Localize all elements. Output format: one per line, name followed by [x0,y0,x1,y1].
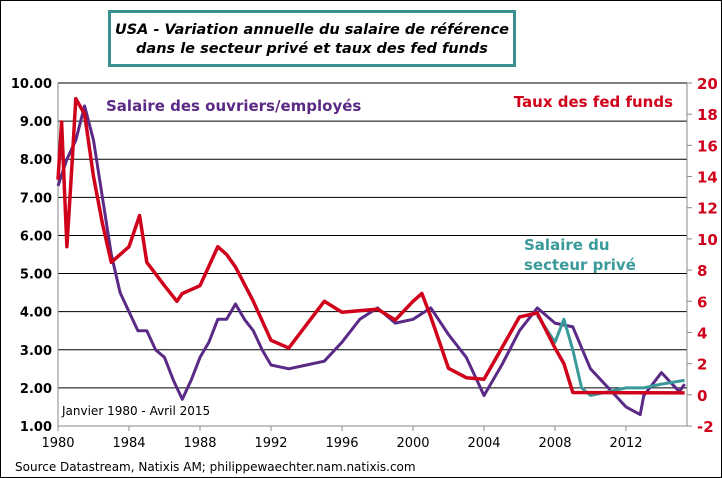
right-tick-label: 16 [697,137,718,155]
left-tick-label: 7.00 [20,191,52,206]
x-tick-label: 2000 [396,436,429,451]
right-tick-label: -2 [697,418,714,436]
left-tick-label: 6.00 [20,229,52,244]
left-tick-label: 2.00 [20,382,52,397]
right-tick-label: 2 [697,356,707,374]
right-tick-label: 10 [697,231,718,249]
right-tick-label: 20 [697,75,718,93]
left-tick-label: 9.00 [20,115,52,130]
right-tick-label: 4 [697,324,707,342]
left-tick-label: 5.00 [20,268,52,283]
title-line-1: USA - Variation annuelle du salaire de r… [114,22,510,38]
legend-wages: Salaire des ouvriers/employés [106,97,361,115]
legend-private-2: secteur privé [524,256,636,274]
left-tick-label: 8.00 [20,153,52,168]
left-tick-label: 1.00 [20,420,52,435]
series-line-1 [536,314,685,397]
left-tick-label: 3.00 [20,344,52,359]
x-tick-label: 1984 [112,436,145,451]
x-tick-label: 2004 [467,436,500,451]
x-tick-label: 1992 [254,436,287,451]
right-tick-label: 14 [697,169,718,187]
source-note: Source Datastream, Natixis AM; philippew… [15,460,416,474]
series-line-2 [56,96,685,395]
right-tick-label: 0 [697,387,707,405]
right-tick-label: 12 [697,200,718,218]
x-tick-label: 1988 [183,436,216,451]
right-tick-label: 18 [697,106,718,124]
period-annotation: Janvier 1980 - Avril 2015 [61,404,210,418]
chart-title: USA - Variation annuelle du salaire de r… [108,10,516,67]
right-tick-label: 8 [697,262,707,280]
x-tick-label: 1996 [325,436,358,451]
legend-fed-funds: Taux des fed funds [514,93,673,111]
title-line-2: dans le secteur privé et taux des fed fu… [136,41,488,57]
x-tick-label: 1980 [41,436,74,451]
right-tick-label: 6 [697,293,707,311]
x-tick-label: 2012 [609,436,642,451]
left-tick-label: 10.00 [11,77,52,92]
left-tick-label: 4.00 [20,306,52,321]
legend-private-1: Salaire du [524,236,610,254]
x-tick-label: 2008 [538,436,571,451]
